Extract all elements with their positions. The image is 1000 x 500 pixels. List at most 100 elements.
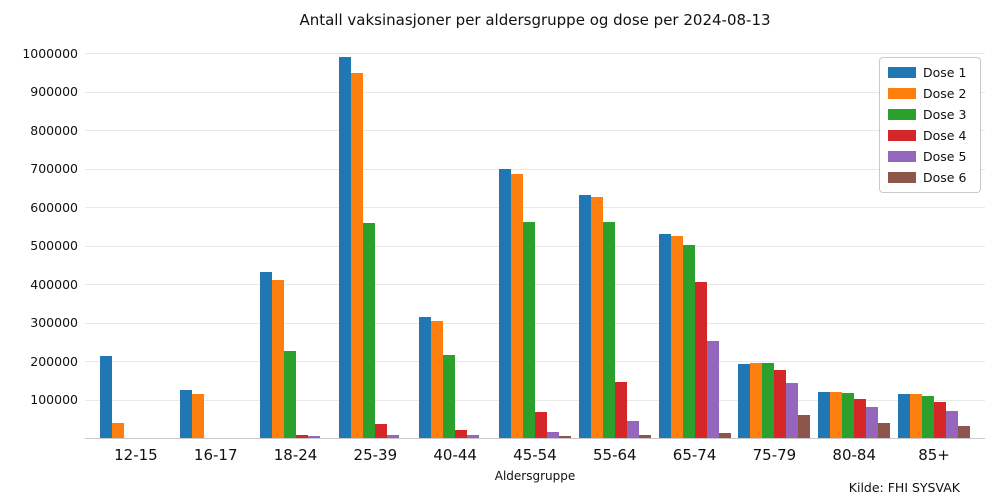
bar-group-25-39 <box>335 38 415 438</box>
bar-group-12-15 <box>96 38 176 438</box>
gridline <box>85 399 985 401</box>
bar-dose-2-18-24 <box>271 280 284 438</box>
bar-dose-4-40-44 <box>455 430 468 438</box>
bar-dose-1-45-54 <box>498 168 511 438</box>
y-tick-label: 300000 <box>30 315 78 331</box>
legend: Dose 1 Dose 2 Dose 3 Dose 4 Dose 5 Dose 6 <box>879 57 981 193</box>
legend-label-dose-2: Dose 2 <box>923 86 967 101</box>
y-tick-label: 700000 <box>30 161 78 177</box>
bar-dose-6-55-64 <box>638 434 651 438</box>
bar-dose-3-25-39 <box>363 223 376 438</box>
bar-dose-1-40-44 <box>419 316 432 438</box>
bar-dose-2-40-44 <box>431 320 444 438</box>
bar-dose-1-80-84 <box>818 392 831 438</box>
bar-dose-4-18-24 <box>295 434 308 438</box>
bar-dose-3-55-64 <box>602 221 615 438</box>
plot-area <box>85 38 985 439</box>
legend-label-dose-4: Dose 4 <box>923 128 967 143</box>
legend-label-dose-6: Dose 6 <box>923 170 967 185</box>
bar-groups <box>85 38 985 438</box>
gridline <box>85 245 985 247</box>
bar-dose-2-80-84 <box>830 391 843 438</box>
x-tick-label-40-44: 40-44 <box>433 446 477 464</box>
bar-dose-2-45-54 <box>510 174 523 438</box>
bar-group-40-44 <box>415 38 495 438</box>
bar-dose-5-40-44 <box>467 434 480 438</box>
bar-dose-4-45-54 <box>534 411 547 438</box>
legend-swatch-dose-5 <box>888 151 916 162</box>
y-tick-label: 100000 <box>30 392 78 407</box>
y-tick-label: 800000 <box>30 122 78 138</box>
bar-dose-5-85- <box>946 411 959 438</box>
bar-dose-6-80-84 <box>878 422 891 438</box>
bar-dose-1-16-17 <box>179 389 192 438</box>
bar-dose-5-80-84 <box>866 407 879 438</box>
bar-group-55-64 <box>575 38 655 438</box>
bar-group-80-84 <box>814 38 894 438</box>
bar-group-85- <box>894 38 974 438</box>
bar-dose-3-45-54 <box>522 221 535 438</box>
gridline <box>85 361 985 363</box>
bar-group-75-79 <box>735 38 815 438</box>
y-tick-label: 500000 <box>30 238 78 254</box>
bar-dose-1-85- <box>898 394 911 438</box>
gridline <box>85 130 985 132</box>
x-tick-label-55-64: 55-64 <box>592 446 637 464</box>
chart-title: Antall vaksinasjoner per aldersgruppe og… <box>299 11 771 29</box>
bar-dose-6-75-79 <box>798 414 811 438</box>
gridline <box>85 207 985 209</box>
bar-dose-4-55-64 <box>614 381 627 438</box>
x-tick-label-25-39: 25-39 <box>353 446 398 464</box>
bar-dose-3-80-84 <box>842 393 855 438</box>
legend-swatch-dose-2 <box>888 88 916 99</box>
bar-dose-6-65-74 <box>718 433 731 438</box>
bar-dose-2-85- <box>910 393 923 438</box>
bar-dose-5-18-24 <box>307 436 320 438</box>
legend-swatch-dose-6 <box>888 172 916 183</box>
bar-dose-5-65-74 <box>706 340 719 438</box>
bar-dose-2-12-15 <box>111 423 124 438</box>
bar-dose-4-85- <box>934 402 947 438</box>
bar-dose-1-12-15 <box>99 355 112 438</box>
legend-item-dose-2: Dose 2 <box>888 83 972 104</box>
bar-dose-1-18-24 <box>259 271 272 438</box>
source-note: Kilde: FHI SYSVAK <box>848 480 960 495</box>
legend-item-dose-5: Dose 5 <box>888 146 972 167</box>
x-tick-label-65-74: 65-74 <box>672 446 717 464</box>
bar-dose-1-65-74 <box>658 234 671 438</box>
legend-item-dose-4: Dose 4 <box>888 125 972 146</box>
bar-dose-3-75-79 <box>762 362 775 438</box>
bar-dose-3-65-74 <box>682 244 695 438</box>
gridline <box>85 91 985 93</box>
bar-dose-4-25-39 <box>375 423 388 438</box>
bar-group-18-24 <box>256 38 336 438</box>
y-tick-label: 1000000 <box>22 45 78 61</box>
x-tick-label-85-: 85+ <box>918 446 950 464</box>
bar-dose-2-55-64 <box>590 197 603 438</box>
bar-group-16-17 <box>176 38 256 438</box>
bar-dose-4-65-74 <box>694 282 707 438</box>
bar-dose-5-25-39 <box>387 434 400 438</box>
bar-dose-5-75-79 <box>786 382 799 438</box>
legend-swatch-dose-1 <box>888 67 916 78</box>
bar-dose-1-75-79 <box>738 363 751 438</box>
x-tick-label-16-17: 16-17 <box>193 446 238 464</box>
bar-dose-5-55-64 <box>626 420 639 438</box>
legend-swatch-dose-3 <box>888 109 916 120</box>
gridline <box>85 322 985 324</box>
x-axis-label: Aldersgruppe <box>494 469 576 483</box>
bar-dose-3-40-44 <box>443 355 456 438</box>
bar-dose-6-45-54 <box>558 436 571 438</box>
legend-label-dose-3: Dose 3 <box>923 107 967 122</box>
bar-dose-4-75-79 <box>774 369 787 438</box>
legend-item-dose-6: Dose 6 <box>888 167 972 188</box>
x-tick-label-80-84: 80-84 <box>832 446 877 464</box>
gridline <box>85 53 985 55</box>
bar-dose-4-80-84 <box>854 398 867 438</box>
bar-dose-2-25-39 <box>351 73 364 438</box>
bar-dose-3-18-24 <box>283 350 296 438</box>
bar-dose-2-75-79 <box>750 362 763 438</box>
bar-group-65-74 <box>655 38 735 438</box>
x-tick-label-45-54: 45-54 <box>513 446 557 464</box>
bar-dose-3-85- <box>922 395 935 438</box>
